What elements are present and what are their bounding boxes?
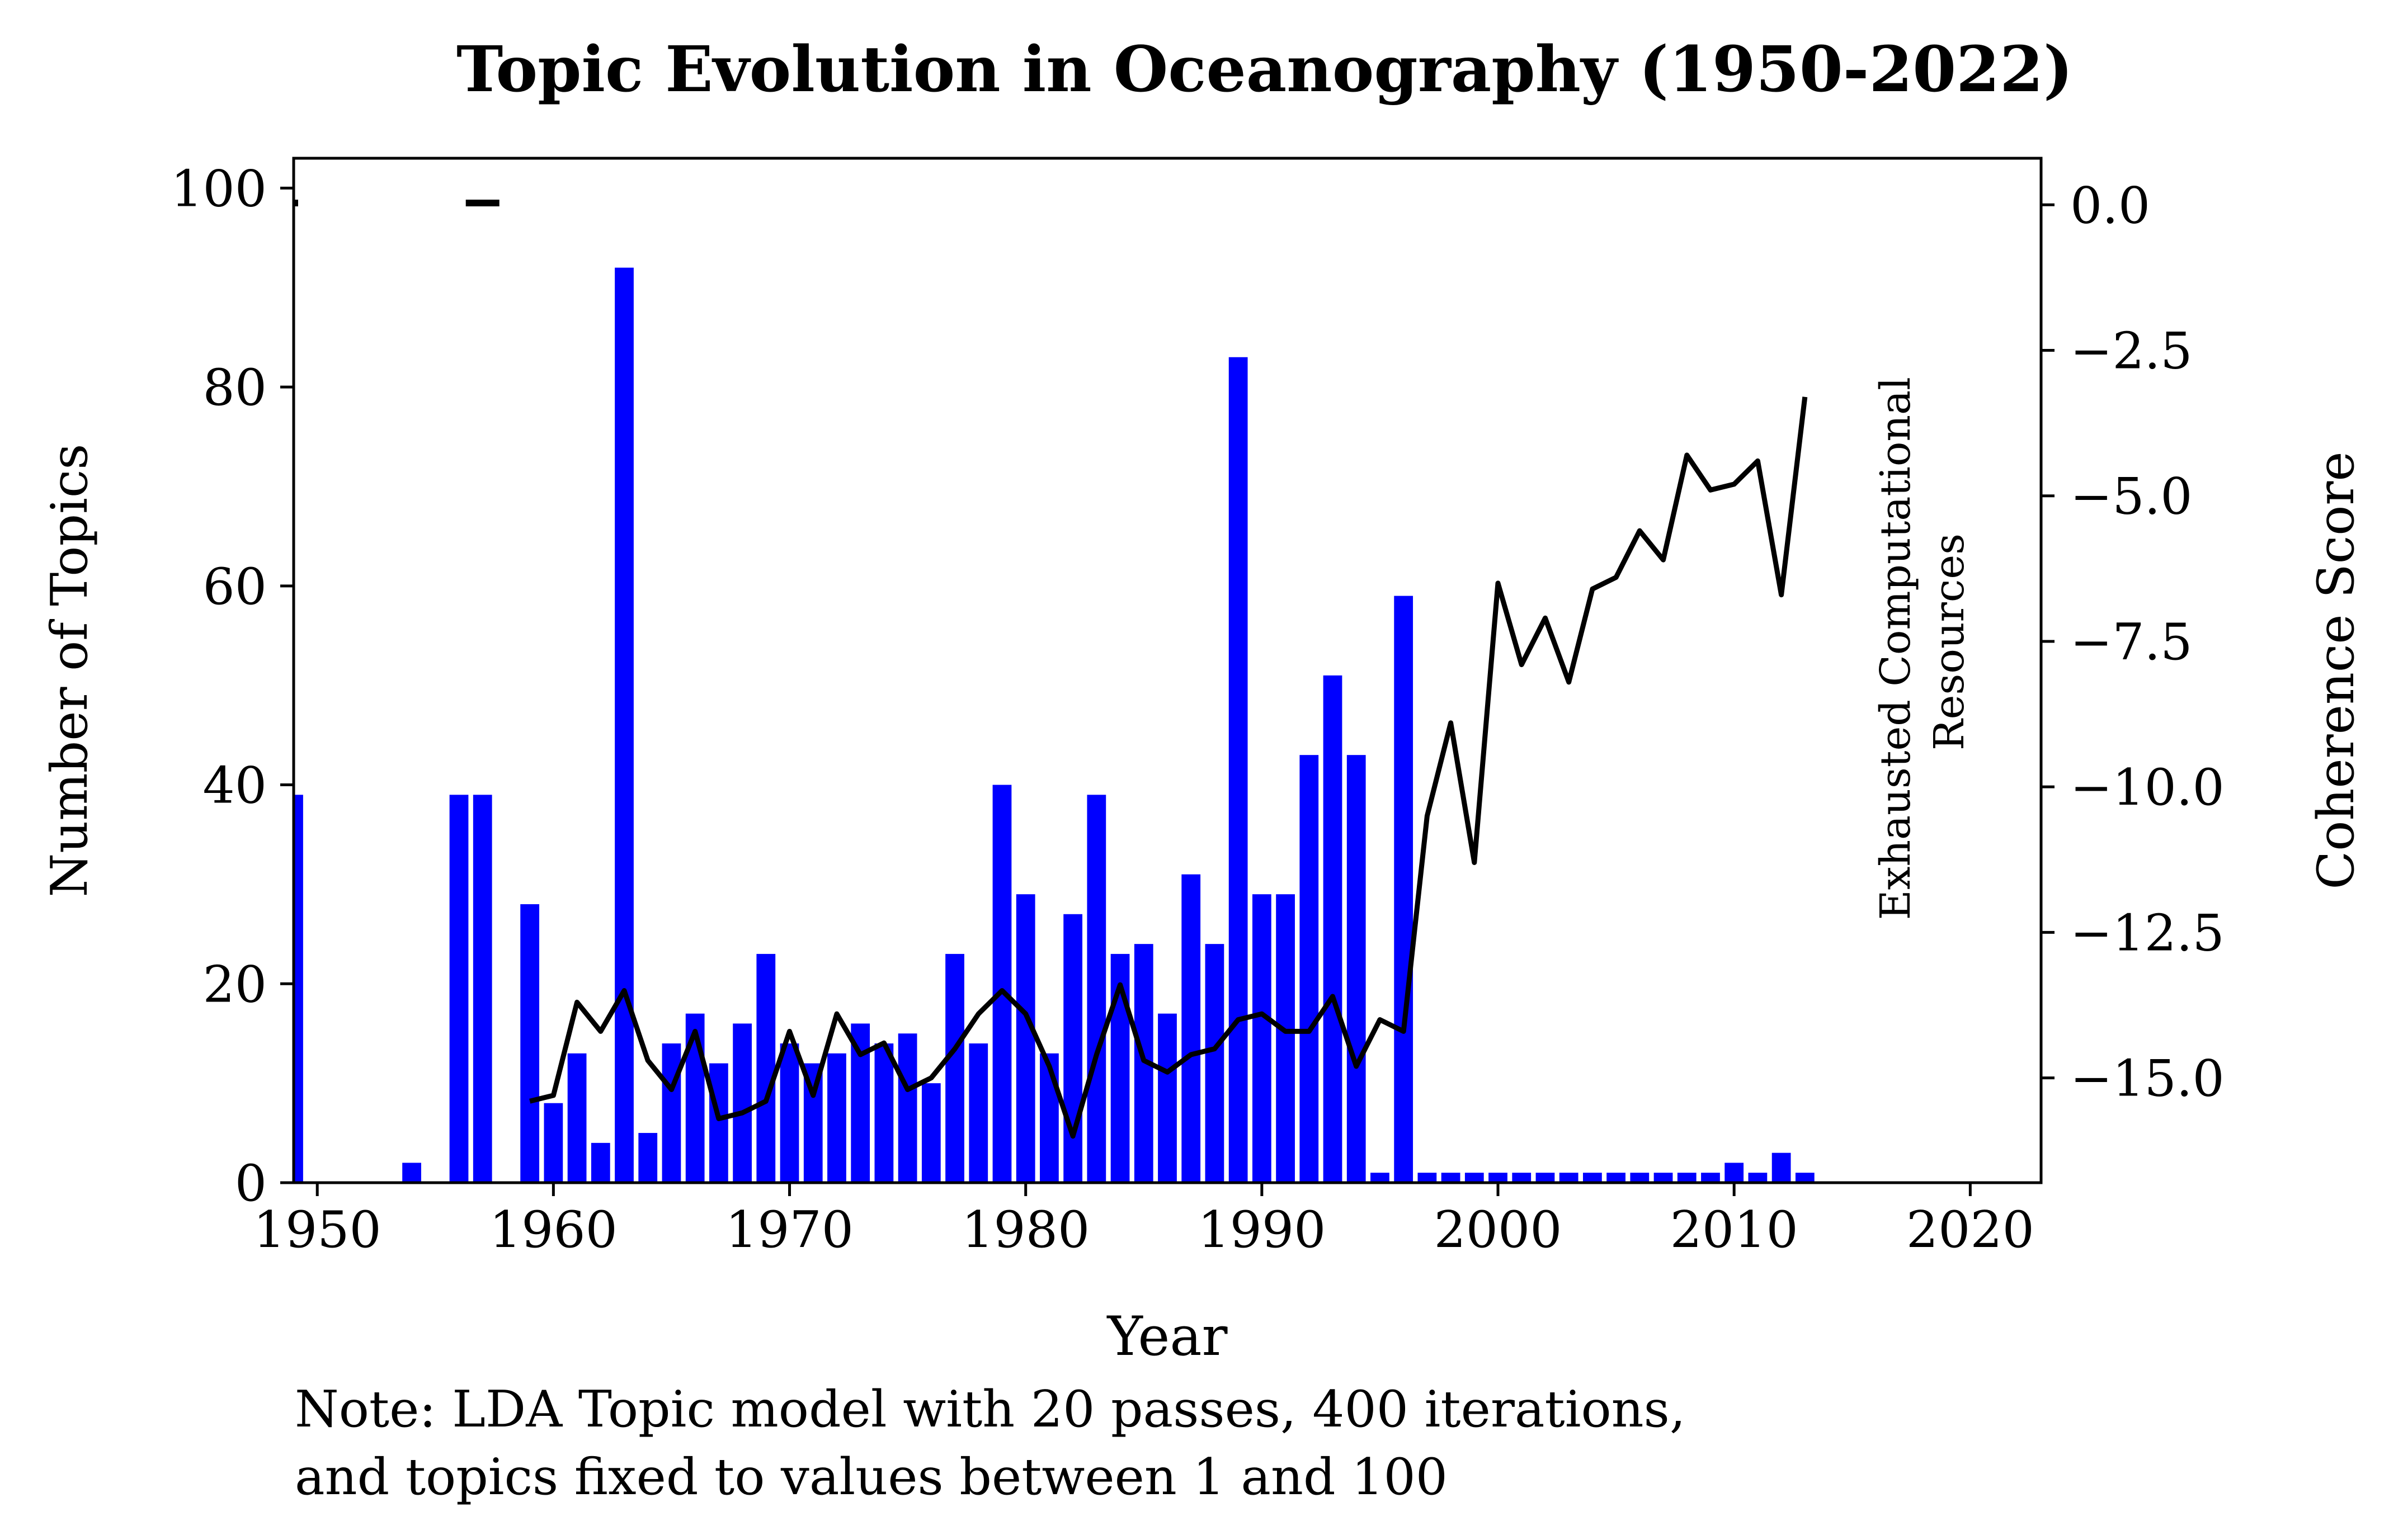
y2-tick-label-1: −2.5 <box>2070 322 2193 381</box>
x-tick-label-2000: 2000 <box>1434 1201 1562 1259</box>
bar-1979 <box>992 785 1012 1183</box>
bar-1993 <box>1323 675 1342 1183</box>
bar-1991 <box>1276 894 1295 1183</box>
bar-1949 <box>294 795 303 1183</box>
bar-1969 <box>756 953 776 1183</box>
bar-2000 <box>1488 1173 1507 1183</box>
x-tick-label-2010: 2010 <box>1670 1201 1798 1259</box>
x-tick-label-1980: 1980 <box>962 1201 1090 1259</box>
x-tick-label-1990: 1990 <box>1198 1201 1326 1259</box>
bar-1968 <box>733 1023 752 1183</box>
bar-1986 <box>1158 1013 1177 1183</box>
bar-1987 <box>1181 874 1201 1183</box>
y-tick-label-40: 40 <box>202 757 267 815</box>
bar-2011 <box>1748 1173 1768 1183</box>
bar-1974 <box>874 1043 894 1183</box>
bar-1963 <box>615 267 634 1183</box>
x-tick-label-1950: 1950 <box>253 1201 381 1259</box>
bar-1962 <box>591 1142 610 1183</box>
extra-mark-0 <box>294 200 298 207</box>
x-axis: 1950 1960 1970 1980 1990 2000 2010 2020 <box>253 1183 2034 1259</box>
bar-2006 <box>1630 1173 1650 1183</box>
bar-1983 <box>1087 795 1106 1183</box>
y-tick-label-0: 0 <box>235 1154 267 1213</box>
bar-1981 <box>1040 1053 1059 1183</box>
note-line-1: Note: LDA Topic model with 20 passes, 40… <box>295 1380 1685 1439</box>
bar-1970 <box>780 1043 799 1183</box>
bar-2005 <box>1606 1173 1625 1183</box>
bar-1997 <box>1417 1173 1437 1183</box>
y2-tick-label-5: −12.5 <box>2070 904 2225 962</box>
bar-1975 <box>898 1033 917 1183</box>
y-axis-label: Number of Topics <box>40 444 99 897</box>
bar-1965 <box>662 1043 681 1183</box>
y-tick-label-60: 60 <box>202 558 267 616</box>
bar-1959 <box>520 904 540 1183</box>
bar-1954 <box>402 1163 421 1183</box>
bar-1964 <box>638 1133 658 1183</box>
y2-tick-label-0: 0.0 <box>2070 176 2150 235</box>
bar-1976 <box>921 1083 941 1183</box>
bar-2010 <box>1724 1163 1744 1183</box>
bar-1992 <box>1299 755 1319 1183</box>
bar-1998 <box>1441 1173 1460 1183</box>
bar-1956 <box>449 795 469 1183</box>
y2-tick-label-2: −5.0 <box>2070 467 2193 526</box>
bar-1989 <box>1228 357 1248 1183</box>
bar-1982 <box>1063 914 1083 1183</box>
line-layer <box>529 396 1808 1139</box>
bar-2004 <box>1583 1173 1602 1183</box>
bar-1978 <box>969 1043 988 1183</box>
bar-2003 <box>1559 1173 1578 1183</box>
note-line-2: and topics fixed to values between 1 and… <box>295 1448 1448 1506</box>
bar-1994 <box>1346 755 1366 1183</box>
coherence-line <box>529 396 1808 1139</box>
extra-mark-1 <box>465 200 500 207</box>
y2-tick-label-3: −7.5 <box>2070 613 2193 672</box>
bar-1990 <box>1252 894 1271 1183</box>
bar-2013 <box>1795 1173 1815 1183</box>
y2-axis-label: Coherence Score <box>2307 451 2366 889</box>
annotation-line-1: Exhausted Computational <box>1872 377 1920 920</box>
y-tick-label-20: 20 <box>202 955 267 1014</box>
bar-1960 <box>544 1103 563 1183</box>
bar-1972 <box>827 1053 846 1183</box>
bar-2008 <box>1677 1173 1697 1183</box>
marks-layer <box>294 200 500 207</box>
bars-layer <box>294 267 1815 1183</box>
x-tick-label-1960: 1960 <box>489 1201 618 1259</box>
chart-title: Topic Evolution in Oceanography (1950-20… <box>456 33 2073 106</box>
bar-1996 <box>1394 596 1413 1183</box>
x-tick-label-1970: 1970 <box>725 1201 854 1259</box>
bar-1957 <box>473 795 492 1183</box>
bar-2009 <box>1701 1173 1720 1183</box>
y2-tick-label-6: −15.0 <box>2070 1050 2225 1108</box>
bar-1995 <box>1370 1173 1389 1183</box>
y-tick-label-80: 80 <box>202 358 267 417</box>
y-axis-left: 0 20 40 60 80 100 <box>171 159 294 1213</box>
bar-1988 <box>1205 944 1224 1183</box>
bar-2007 <box>1653 1173 1673 1183</box>
bar-1977 <box>945 953 964 1183</box>
x-axis-label: Year <box>1106 1305 1228 1368</box>
x-tick-label-2020: 2020 <box>1906 1201 2034 1259</box>
bar-1967 <box>709 1063 728 1183</box>
y2-tick-label-4: −10.0 <box>2070 758 2225 817</box>
bar-1980 <box>1016 894 1035 1183</box>
bar-1999 <box>1464 1173 1484 1183</box>
annotation-text: Exhausted Computational Resources <box>1872 364 1973 920</box>
bar-2001 <box>1512 1173 1532 1183</box>
bar-2012 <box>1771 1152 1791 1183</box>
plot-frame <box>292 157 2043 1184</box>
y-axis-right: 0.0 −2.5 −5.0 −7.5 −10.0 −12.5 −15.0 <box>2041 176 2225 1108</box>
annotation-line-2: Resources <box>1925 533 1973 750</box>
y-tick-label-100: 100 <box>171 159 267 218</box>
bar-2002 <box>1535 1173 1555 1183</box>
bar-1961 <box>567 1053 587 1183</box>
